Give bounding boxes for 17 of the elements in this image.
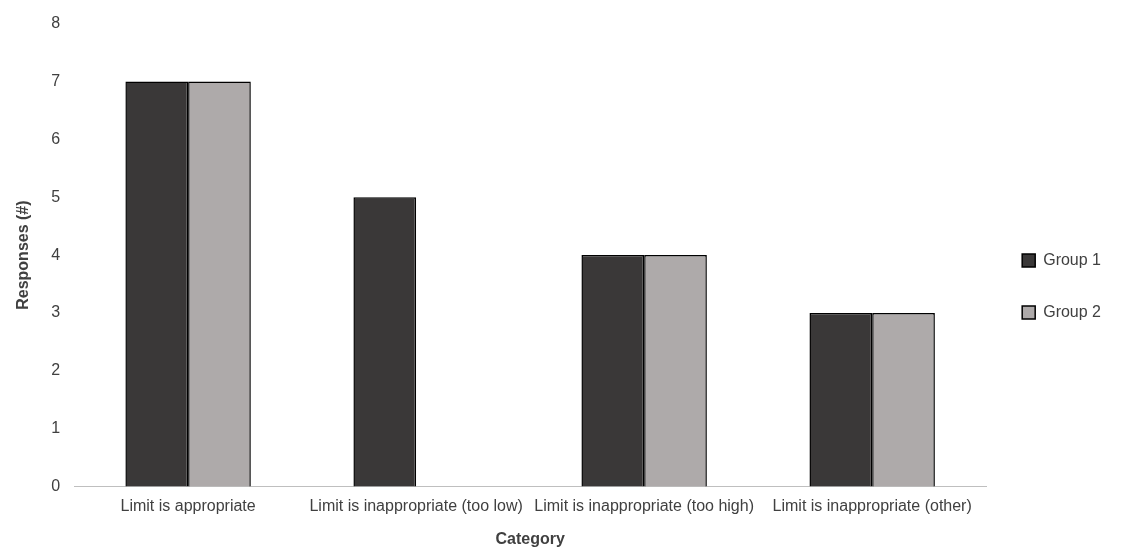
y-tick-label: 2: [51, 361, 61, 379]
y-tick-label: 4: [51, 245, 61, 263]
y-tick-label: 3: [51, 303, 61, 321]
legend-label: Group 2: [1043, 302, 1102, 320]
y-tick-label: 5: [51, 187, 61, 205]
y-tick-label: 6: [51, 129, 61, 147]
y-tick-label: 1: [51, 419, 61, 437]
y-axis-title: Responses (#): [14, 200, 32, 310]
y-tick-label: 8: [51, 14, 61, 32]
legend-label: Group 1: [1043, 250, 1102, 268]
x-tick-label: Limit is inappropriate (other): [772, 496, 972, 514]
x-tick-label: Limit is inappropriate (too low): [309, 496, 523, 514]
x-axis-title: Category: [495, 529, 565, 547]
y-tick-label: 7: [51, 71, 61, 89]
x-tick-label: Limit is appropriate: [120, 496, 256, 514]
y-tick-label: 0: [51, 477, 61, 495]
x-tick-label: Limit is inappropriate (too high): [534, 496, 754, 514]
